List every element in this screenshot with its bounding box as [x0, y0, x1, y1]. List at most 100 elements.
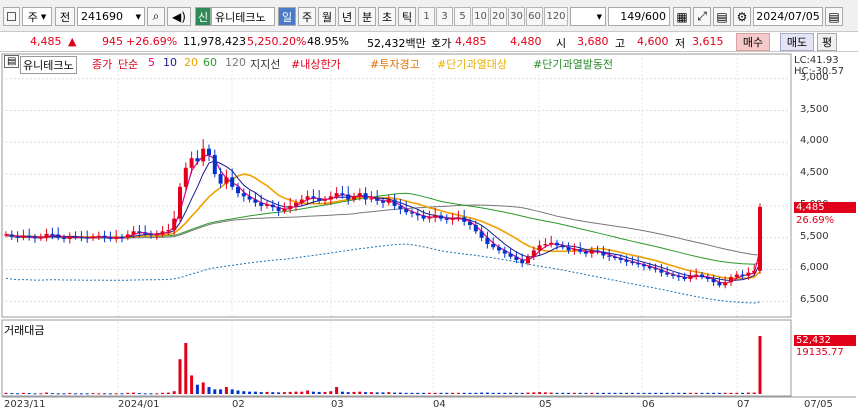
- volume-bar: [137, 393, 141, 395]
- high-label: 고: [615, 37, 626, 50]
- volume-bar: [358, 391, 362, 394]
- candle-body: [485, 237, 490, 245]
- price-chart[interactable]: [0, 52, 858, 414]
- period-tab-minute[interactable]: 분: [358, 7, 376, 26]
- interval-select[interactable]: ▼: [570, 7, 606, 26]
- volume-bar: [265, 391, 269, 394]
- calendar-icon[interactable]: ▤: [825, 7, 843, 26]
- candle-body: [688, 275, 693, 280]
- square-icon[interactable]: ☐: [3, 7, 20, 26]
- candle-body: [479, 231, 484, 238]
- market-select[interactable]: 주 ▼: [22, 7, 52, 26]
- prev-button[interactable]: 전: [55, 7, 75, 26]
- candle-body: [555, 242, 559, 246]
- date-field[interactable]: 2024/07/05: [753, 7, 823, 26]
- save-icon[interactable]: ▤: [713, 7, 731, 26]
- candle-body: [613, 256, 617, 259]
- candle-body: [299, 199, 304, 203]
- volume-bar: [120, 393, 124, 395]
- y-tick-label: 5,500: [800, 230, 829, 242]
- count-field[interactable]: 149/600: [608, 7, 670, 26]
- candle-body: [259, 202, 264, 206]
- buy-button[interactable]: 매수: [736, 33, 770, 51]
- volume-bar: [578, 392, 582, 394]
- candle-body: [740, 274, 745, 276]
- candle-body: [433, 215, 438, 218]
- volume-bar: [288, 391, 292, 394]
- period-tab-month[interactable]: 월: [318, 7, 336, 26]
- gear-icon[interactable]: ⚙: [733, 7, 751, 26]
- volume-bar: [741, 392, 745, 394]
- candle-body: [647, 266, 652, 269]
- interval-60[interactable]: 60: [526, 7, 543, 26]
- volume-bar: [74, 393, 78, 395]
- period-tab-year[interactable]: 년: [338, 7, 356, 26]
- candle-body: [137, 231, 142, 233]
- search-icon[interactable]: ⌕: [147, 7, 165, 26]
- candle-body: [183, 167, 188, 187]
- candle-body: [363, 193, 368, 200]
- volume-bar: [561, 392, 565, 394]
- x-label-05: 05: [539, 399, 552, 410]
- period-tab-day[interactable]: 일: [278, 7, 296, 26]
- candle-body: [415, 213, 420, 216]
- candle-body: [746, 272, 751, 276]
- volume-bar: [445, 392, 449, 394]
- interval-3[interactable]: 3: [436, 7, 453, 26]
- interval-20[interactable]: 20: [490, 7, 507, 26]
- interval-30[interactable]: 30: [508, 7, 525, 26]
- volume-bar: [132, 392, 136, 394]
- volume-bar: [671, 392, 675, 394]
- interval-5[interactable]: 5: [454, 7, 471, 26]
- chart-icon[interactable]: ⤢: [693, 7, 711, 26]
- volume-bar: [190, 375, 194, 394]
- period-tab-second[interactable]: 초: [378, 7, 396, 26]
- price-tag: 4,485: [794, 202, 856, 213]
- sell-button[interactable]: 매도: [780, 33, 814, 51]
- interval-120[interactable]: 120: [544, 7, 568, 26]
- candle-body: [230, 177, 235, 187]
- volume-bar: [16, 393, 20, 395]
- candle-body: [398, 205, 403, 210]
- candle-body: [508, 253, 513, 257]
- candle-body: [317, 198, 322, 201]
- chart-area[interactable]: ▤ 유니테크노 종가 단순 5 10 20 60 120 지지선 #내상한가 #…: [0, 52, 858, 414]
- sin-badge: 신: [195, 7, 211, 26]
- period-tab-week[interactable]: 주: [298, 7, 316, 26]
- candle-body: [752, 270, 757, 273]
- candle-body: [253, 199, 258, 203]
- candle-body: [694, 274, 699, 276]
- speaker-icon[interactable]: ◀): [167, 7, 191, 26]
- toolbar: ☐ 주 ▼ 전 241690 ▼ ⌕ ◀) 신 유니테크노 일 주 월 년 분 초 …: [0, 0, 858, 32]
- candle-body: [543, 244, 548, 246]
- volume-bar: [630, 392, 634, 394]
- interval-1[interactable]: 1: [418, 7, 435, 26]
- volume-bar: [648, 392, 652, 394]
- candle-body: [38, 237, 43, 239]
- candle-body: [265, 204, 269, 206]
- open-value: 3,680: [577, 35, 609, 48]
- volume-bar: [567, 392, 571, 394]
- volume-bar: [613, 392, 617, 394]
- volume-bar: [543, 392, 547, 394]
- candle-body: [73, 236, 78, 238]
- volume-bar: [224, 387, 228, 394]
- eval-button[interactable]: 평: [817, 33, 837, 51]
- interval-10[interactable]: 10: [472, 7, 489, 26]
- change-pct: +26.69%: [126, 35, 178, 48]
- volume-bar: [746, 392, 750, 394]
- candle-body: [79, 237, 84, 239]
- candle-body: [531, 250, 536, 257]
- candle-body: [328, 196, 333, 200]
- volume-bar: [219, 389, 223, 394]
- period-tab-tick[interactable]: 틱: [398, 7, 416, 26]
- code-input[interactable]: 241690 ▼: [77, 7, 145, 26]
- volume-bar: [503, 392, 507, 394]
- grid-icon[interactable]: ▦: [673, 7, 691, 26]
- candle-body: [305, 196, 310, 200]
- y-tick-label: 4,000: [800, 135, 829, 147]
- x-label-07: 07: [737, 399, 750, 410]
- volume-bar: [236, 390, 240, 394]
- candle-body: [189, 158, 194, 168]
- indicator-icon[interactable]: ▤: [4, 55, 20, 68]
